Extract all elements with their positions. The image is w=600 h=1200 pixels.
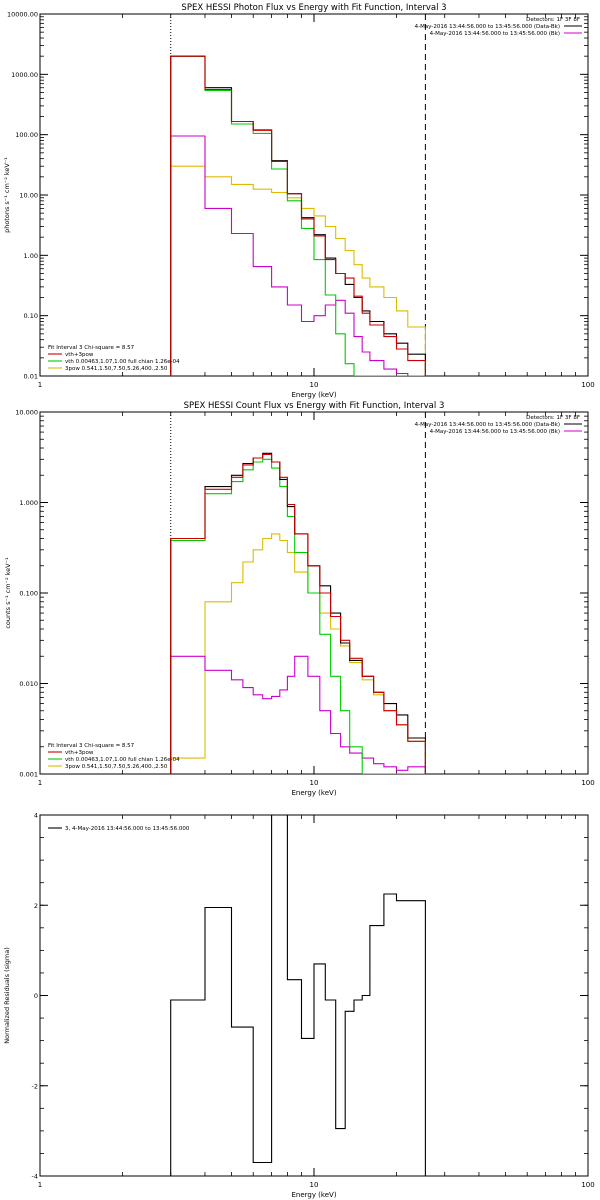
x-tick-label: 1	[38, 381, 42, 389]
residuals-panel: 1 10 100 -4 -2 0 2 4 Energy (keV) Normalized Resi…	[3, 812, 595, 1200]
series-background-steps	[170, 655, 426, 774]
series-data-steps	[170, 55, 426, 376]
x-tick-label: 10	[310, 381, 319, 389]
y-tick-label: 0.10	[24, 312, 38, 320]
y-axis-label: photons s⁻¹ cm⁻² keV⁻¹	[3, 157, 11, 233]
y-tick-label: 10.000	[15, 409, 38, 417]
y-axis-label: counts s⁻¹ cm⁻² keV⁻¹	[4, 557, 12, 629]
series-pow-steps	[170, 165, 426, 376]
chart-title: SPEX HESSI Photon Flux vs Energy with Fi…	[181, 3, 446, 13]
y-tick-label: 10000.00	[7, 11, 38, 19]
series-pow-steps	[170, 533, 426, 774]
x-tick-label: 100	[581, 1181, 594, 1189]
x-axis-label: Energy (keV)	[291, 1191, 336, 1199]
legend-label: vth 0.00463,1.07,1.00 full chian 1.26e-0…	[65, 757, 180, 763]
series-data-steps	[170, 815, 426, 1176]
y-tick-label: 0.001	[19, 771, 38, 779]
y-tick-label: 10.00	[19, 192, 38, 200]
legend-title: Fit Interval 3 Chi-square = 8.57	[48, 743, 135, 749]
x-axis-label: Energy (keV)	[291, 391, 336, 399]
y-tick-label: 0.010	[19, 680, 38, 688]
y-axis-label: Normalized Residuals (sigma)	[3, 947, 11, 1044]
photon-flux-panel: SPEX HESSI Photon Flux vs Energy with Fi…	[3, 3, 595, 399]
x-tick-label: 10	[310, 1181, 319, 1189]
header-line: 4-May-2016 13:44:56.000 to 13:45:56.000 …	[415, 422, 560, 428]
header-line: 4-May-2016 13:44:56.000 to 13:45:56.000 …	[415, 24, 560, 30]
x-tick-label: 1	[38, 779, 42, 787]
count-flux-panel: SPEX HESSI Count Flux vs Energy with Fit…	[4, 401, 595, 797]
header-line: Detectors: 1F 3F 8F	[526, 17, 580, 23]
y-tick-label: 100.00	[15, 131, 38, 139]
legend-label: vth+3pow	[65, 352, 94, 358]
y-tick-label: 1.000	[19, 499, 38, 507]
series-background-steps	[170, 135, 426, 376]
series-total-steps	[170, 453, 426, 774]
x-tick-label: 100	[581, 779, 594, 787]
y-tick-label: 2	[34, 902, 38, 910]
chart-title: SPEX HESSI Count Flux vs Energy with Fit…	[184, 401, 445, 411]
legend-label: 3pow 0.541,1.50,7.50,5.26,400.,2.50	[65, 366, 168, 372]
y-tick-label: 4	[34, 812, 38, 820]
header-line: Detectors: 1F 3F 8F	[526, 415, 580, 421]
series-vth-steps	[170, 55, 426, 376]
x-axis-label: Energy (keV)	[291, 789, 336, 797]
legend-title: Fit Interval 3 Chi-square = 8.57	[48, 345, 135, 351]
y-tick-label: 0.100	[19, 590, 38, 598]
y-tick-label: 1.00	[24, 252, 38, 260]
series-total-steps	[170, 55, 426, 376]
header-line: 4-May-2016 13:44:56.000 to 13:45:56.000 …	[430, 429, 560, 435]
y-tick-label: -2	[32, 1082, 38, 1090]
x-tick-label: 100	[581, 381, 594, 389]
legend-label: 3pow 0.541,1.50,7.50,5.26,400.,2.50	[65, 764, 168, 770]
legend-label: vth 0.00463,1.07,1.00 full chian 1.26e-0…	[65, 359, 180, 365]
legend-label: vth+3pow	[65, 750, 94, 756]
x-tick-label: 1	[38, 1181, 42, 1189]
y-tick-label: 1000.00	[11, 71, 38, 79]
x-tick-label: 10	[310, 779, 319, 787]
y-tick-label: 0.01	[24, 373, 38, 381]
series-data-steps	[170, 452, 426, 774]
header-line: 4-May-2016 13:44:56.000 to 13:45:56.000 …	[430, 31, 560, 37]
y-tick-label: -4	[32, 1173, 38, 1181]
series-vth-steps	[170, 458, 426, 774]
y-tick-label: 0	[34, 992, 38, 1000]
legend-label: 3, 4-May-2016 13:44:56.000 to 13:45:56.0…	[65, 826, 190, 832]
